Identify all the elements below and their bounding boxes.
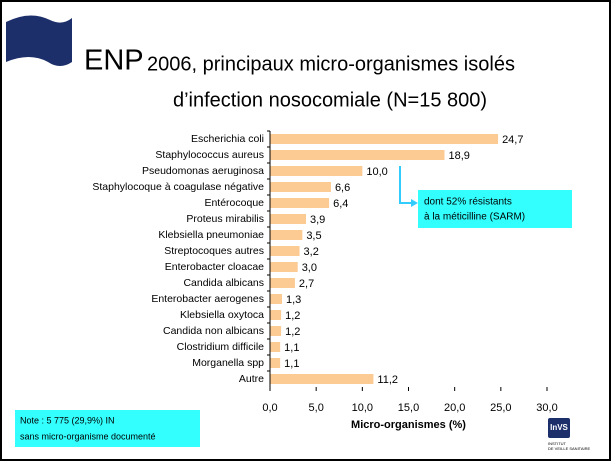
y-tick-label: Autre xyxy=(239,373,264,385)
value-label: 3,5 xyxy=(306,230,321,242)
note-box xyxy=(15,410,200,447)
x-tick-label: 5,0 xyxy=(309,402,324,414)
value-label: 1,2 xyxy=(285,310,300,322)
logo-mark xyxy=(548,418,570,438)
annotation-text: dont 52% résistants xyxy=(424,197,512,208)
value-label: 1,1 xyxy=(284,342,299,354)
bar xyxy=(270,294,283,304)
y-tick-label: Enterobacter aerogenes xyxy=(151,293,264,305)
y-tick-label: Candida non albicans xyxy=(163,325,264,337)
value-label: 18,9 xyxy=(449,150,470,162)
bar xyxy=(270,182,331,192)
y-tick-label: Staphylocoque à coagulase négative xyxy=(92,181,264,193)
title-lead: ENP xyxy=(84,45,144,77)
y-tick-label: Klebsiella pneumoniae xyxy=(158,229,264,241)
y-tick-label: Entérocoque xyxy=(204,197,264,209)
y-tick-label: Streptocoques autres xyxy=(164,245,264,257)
x-tick-label: 0,0 xyxy=(262,402,277,414)
value-label: 1,2 xyxy=(285,326,300,338)
bar xyxy=(270,374,374,384)
x-tick-label: 25,0 xyxy=(490,402,511,414)
y-tick-label: Escherichia coli xyxy=(191,133,264,145)
y-tick-label: Staphylococcus aureus xyxy=(155,149,264,161)
bar xyxy=(270,150,445,160)
logo-text: InVS xyxy=(550,423,568,432)
y-tick-label: Proteus mirabilis xyxy=(186,213,264,225)
value-label: 1,3 xyxy=(286,294,301,306)
logo-text: INSTITUT xyxy=(548,441,567,446)
bar xyxy=(270,246,300,256)
bar xyxy=(270,198,330,208)
bar xyxy=(270,278,295,288)
bar xyxy=(270,166,363,176)
bar xyxy=(270,262,298,272)
arrow-head xyxy=(411,199,418,207)
value-label: 1,1 xyxy=(284,358,299,370)
value-label: 3,2 xyxy=(304,246,319,258)
bar xyxy=(270,310,282,320)
flag-icon xyxy=(6,15,72,67)
bar xyxy=(270,358,281,368)
y-tick-label: Pseudomonas aeruginosa xyxy=(142,165,264,177)
annotation-arrow xyxy=(399,166,416,204)
bar xyxy=(270,214,307,224)
annotation-text: à la méticilline (SARM) xyxy=(424,212,525,223)
annotation-box xyxy=(418,190,572,228)
x-tick-label: 15,0 xyxy=(398,402,419,414)
value-label: 2,7 xyxy=(299,278,314,290)
value-label: 24,7 xyxy=(502,134,523,146)
value-label: 6,6 xyxy=(335,182,350,194)
note-text: Note : 5 775 (29,9%) IN xyxy=(20,415,115,425)
y-tick-label: Clostridium difficile xyxy=(177,341,264,353)
value-label: 10,0 xyxy=(366,166,387,178)
title-line2: d’infection nosocomiale (N=15 800) xyxy=(173,89,487,111)
x-axis-label: Micro-organismes (%) xyxy=(351,419,466,431)
bar xyxy=(270,326,282,336)
y-tick-label: Enterobacter cloacae xyxy=(165,261,264,273)
value-label: 6,4 xyxy=(333,198,348,210)
y-tick-label: Klebsiella oxytoca xyxy=(180,309,264,321)
value-label: 11,2 xyxy=(377,374,398,386)
note-text: sans micro-organisme documenté xyxy=(20,431,156,441)
y-tick-label: Morganella spp xyxy=(192,357,264,369)
bar xyxy=(270,134,499,144)
value-label: 3,0 xyxy=(302,262,317,274)
y-tick-label: Candida albicans xyxy=(183,277,264,289)
bar xyxy=(270,230,303,240)
x-tick-label: 10,0 xyxy=(352,402,373,414)
x-tick-label: 20,0 xyxy=(444,402,465,414)
bar xyxy=(270,342,281,352)
x-tick-label: 30,0 xyxy=(536,402,557,414)
value-label: 3,9 xyxy=(310,214,325,226)
title-line1: 2006, principaux micro-organismes isolés xyxy=(147,53,515,75)
logo-text: DE VEILLE SANITAIRE xyxy=(548,446,590,451)
